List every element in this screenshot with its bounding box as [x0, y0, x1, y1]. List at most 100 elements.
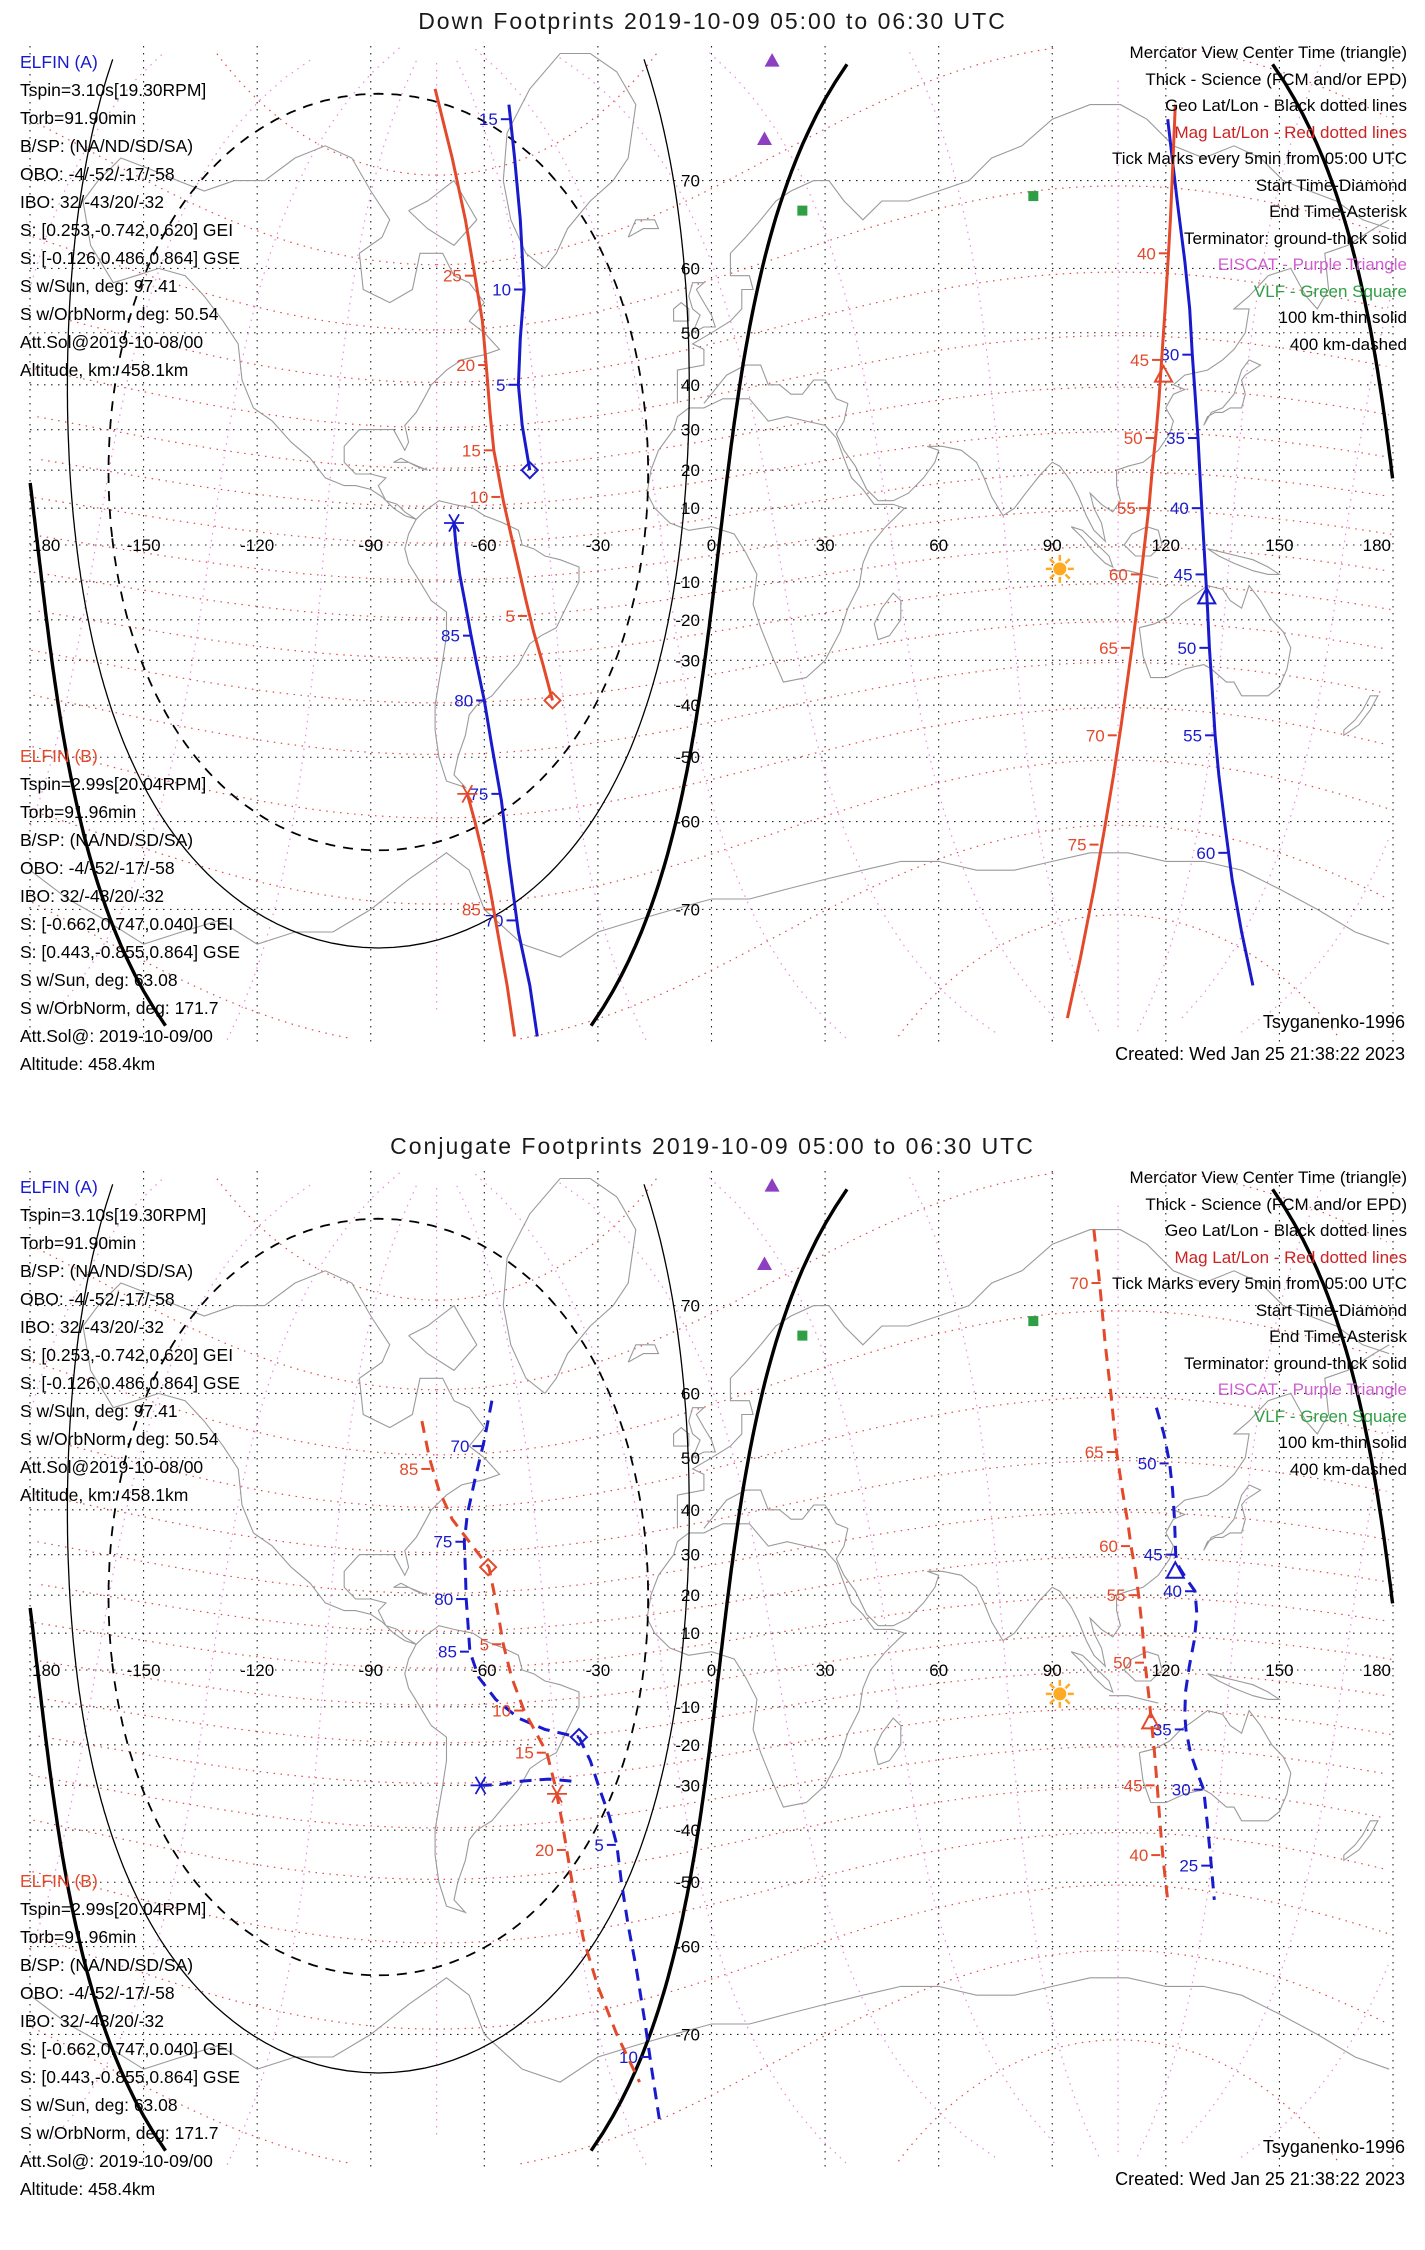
- info-line: B/SP: (NA/ND/SD/SA): [20, 1955, 194, 1975]
- lat-label: 50: [681, 1449, 700, 1468]
- lat-label: -40: [675, 696, 700, 715]
- lat-label: 70: [681, 1297, 700, 1316]
- model-credit: Tsyganenko-1996: [1262, 2137, 1405, 2157]
- track-tick-label: 55: [1107, 1586, 1126, 1605]
- panel-title: Conjugate Footprints 2019-10-09 05:00 to…: [390, 1133, 1035, 1159]
- elfin-b-track: [420, 1420, 641, 2083]
- mag-lat-line: [33, 546, 1386, 619]
- track-tick-label: 70: [451, 1437, 470, 1456]
- created-timestamp: Created: Wed Jan 25 21:38:22 2023: [1115, 1044, 1405, 1064]
- track-tick-label: 75: [1068, 836, 1087, 855]
- coastline: [673, 301, 690, 322]
- lon-label: 90: [1043, 1661, 1062, 1680]
- mag-lon-line: [226, 1183, 418, 2165]
- center-time-triangle: [1165, 1560, 1186, 1579]
- coastline: [393, 457, 428, 471]
- start-time-diamond: [520, 460, 540, 480]
- mag-lat-line: [31, 824, 1386, 1040]
- coastline: [29, 1977, 1390, 2083]
- info-line: S w/Sun, deg: 63.08: [20, 970, 178, 990]
- mag-lon-line: [30, 1176, 1392, 2144]
- elfin-b-track: [433, 88, 554, 701]
- track-tick-label: 45: [1130, 351, 1149, 370]
- info-line: S w/OrbNorm, deg: 50.54: [20, 304, 219, 324]
- coastline: [688, 1407, 717, 1459]
- legend-line: VLF - Green Square: [1253, 1406, 1407, 1426]
- sun-ray: [1064, 573, 1071, 580]
- legend-line: 100 km-thin solid: [1278, 308, 1407, 327]
- mag-lat-line: [32, 706, 1385, 819]
- end-time-asterisk: [448, 513, 460, 533]
- start-time-diamond: [478, 1557, 498, 1577]
- center-time-triangle: [1140, 1710, 1161, 1730]
- info-line: S: [0.253,-0.742,0.620] GEI: [20, 1345, 234, 1365]
- mag-lat-line: [31, 1746, 1384, 1829]
- down-footprints-map: 180 -150 -120 -90 -60 -30 0 30 60 90 120 150 180 70 60…: [28, 46, 1395, 1042]
- mag-lat-line: [34, 471, 1387, 544]
- end-time-asterisk: [474, 1776, 487, 1795]
- lon-label: -150: [127, 536, 161, 555]
- mag-lat-line: [32, 1831, 1385, 1944]
- elfin-a-name: ELFIN (A): [20, 52, 98, 72]
- mag-lon-line: [1136, 1175, 1329, 2157]
- mag-lat-line: [37, 386, 1389, 469]
- legend-line: Mercator View Center Time (triangle): [1129, 1168, 1407, 1187]
- vlf-square-marker: [1028, 1316, 1039, 1327]
- track-tick-label: 85: [441, 627, 460, 646]
- mag-lat-line: [33, 1671, 1386, 1744]
- track-tick-label: 65: [1085, 1443, 1104, 1462]
- track-tick-label: 15: [479, 110, 498, 129]
- track-tick-label: 10: [492, 1702, 511, 1721]
- track-tick-label: 40: [1137, 244, 1156, 263]
- terminator-400km: [107, 1217, 649, 1977]
- lon-label: 120: [1152, 1661, 1180, 1680]
- track-tick-label: 45: [1144, 1546, 1163, 1565]
- map-legend: Mercator View Center Time (triangle) Thic…: [1112, 40, 1407, 358]
- track-tick-label: 5: [505, 607, 514, 626]
- track-tick-label: 35: [1166, 429, 1185, 448]
- conjugate-footprints-panel: 180 -150 -120 -90 -60 -30 0 30 60 90 120 150 180 70 60…: [0, 1125, 1425, 2250]
- elfin-b-info-block: ELFIN (B) Tspin=2.99s[20.04RPM] Torb=91.9…: [20, 742, 240, 1078]
- mag-lat-line: [36, 271, 1388, 383]
- elfin-b-name: ELFIN (B): [20, 1871, 98, 1891]
- coastline: [676, 104, 1390, 404]
- lon-label: -90: [358, 1661, 383, 1680]
- info-line: S: [0.443,-0.855,0.864] GSE: [20, 2067, 240, 2087]
- mag-lon-line: [471, 1171, 847, 2164]
- lat-label: -30: [675, 1776, 700, 1795]
- legend-line: Tick Marks every 5min from 05:00 UTC: [1111, 1274, 1407, 1293]
- legend-line: End Time-Asterisk: [1269, 1327, 1407, 1346]
- coastline: [673, 1426, 690, 1447]
- elfin-a-name: ELFIN (A): [20, 1177, 98, 1197]
- lat-label: 60: [681, 259, 700, 278]
- lon-label: -120: [240, 1661, 274, 1680]
- mag-lon-line: [1136, 50, 1329, 1032]
- panel-title: Down Footprints 2019-10-09 05:00 to 06:3…: [418, 8, 1007, 34]
- coastline: [1343, 695, 1379, 737]
- lat-label: 70: [681, 172, 700, 191]
- legend-line: 400 km-dashed: [1289, 1459, 1407, 1479]
- eiscat-triangle-marker: [757, 131, 773, 145]
- subsolar-sun-marker: [1053, 562, 1067, 576]
- track-tick-label: 25: [1179, 1857, 1198, 1876]
- mag-lon-line: [455, 1183, 647, 2165]
- track-tick-label: 75: [469, 785, 488, 804]
- track-tick-label: 50: [1124, 429, 1143, 448]
- coastline: [1207, 1673, 1282, 1700]
- legend-line: Mag Lat/Lon - Red dotted lines: [1174, 1247, 1407, 1267]
- legend-line: 100 km-thin solid: [1278, 1433, 1407, 1452]
- sun-ray: [1064, 1698, 1071, 1705]
- mag-lat-line: [34, 1596, 1387, 1669]
- lon-label: 60: [929, 536, 948, 555]
- eiscat-triangle-marker: [757, 1256, 773, 1270]
- legend-line: Terminator: ground-thick solid: [1184, 228, 1407, 248]
- mag-lat-line: [31, 621, 1384, 704]
- coastline: [703, 219, 1390, 543]
- elfin-a-info-lines: Tspin=3.10s[19.30RPM] Torb=91.90min B/SP: …: [20, 1201, 240, 1509]
- terminator-ground: [28, 1188, 1395, 2152]
- lat-label: -30: [675, 651, 700, 670]
- coastline: [82, 145, 501, 520]
- info-line: Altitude: 458.4km: [20, 1054, 156, 1074]
- mag-lat-line: [35, 1884, 1389, 2030]
- coastline: [1138, 1709, 1292, 1822]
